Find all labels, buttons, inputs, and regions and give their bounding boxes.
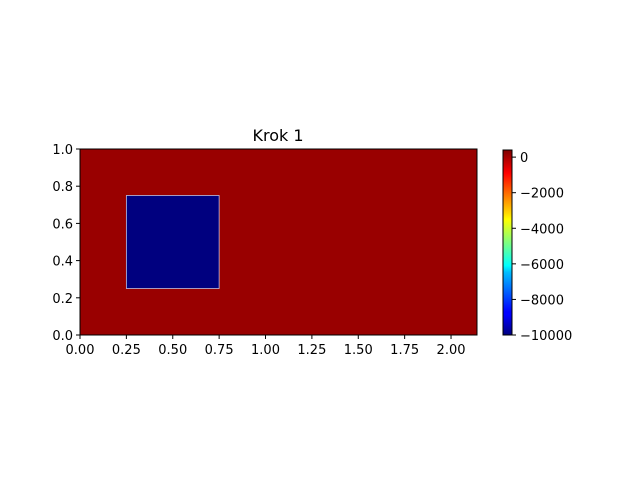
y-tick-label: 0.2 xyxy=(52,292,73,307)
y-tick-label: 0.0 xyxy=(52,329,73,344)
colorbar: 0 −2000 −4000 −6000 −8000 −10000 xyxy=(502,149,572,344)
x-tick-label: 1.50 xyxy=(344,343,373,358)
chart-title: Krok 1 xyxy=(252,126,303,145)
colorbar-tick-label: 0 xyxy=(520,151,528,166)
y-axis: 0.0 0.2 0.4 0.6 0.8 1.0 xyxy=(52,143,80,344)
y-tick-label: 0.6 xyxy=(52,217,73,232)
x-tick-label: 0.75 xyxy=(205,343,234,358)
y-tick-label: 0.8 xyxy=(52,180,73,195)
colorbar-tick-label: −10000 xyxy=(520,329,572,344)
x-tick-label: 0.25 xyxy=(112,343,141,358)
y-tick-label: 1.0 xyxy=(52,143,73,158)
y-tick-label: 0.4 xyxy=(52,255,73,270)
colorbar-gradient xyxy=(503,150,512,335)
x-tick-label: 2.00 xyxy=(437,343,466,358)
x-tick-label: 0.50 xyxy=(158,343,187,358)
x-tick-label: 1.75 xyxy=(390,343,419,358)
colorbar-tick-label: −2000 xyxy=(520,187,564,202)
x-tick-label: 1.00 xyxy=(251,343,280,358)
colorbar-tick-label: −8000 xyxy=(520,293,564,308)
colorbar-frame xyxy=(502,149,513,336)
colorbar-tick-label: −4000 xyxy=(520,222,564,237)
x-tick-label: 0.00 xyxy=(66,343,95,358)
plot-area xyxy=(79,148,478,336)
heatmap-region-0 xyxy=(125,195,220,289)
plot-frame xyxy=(79,148,478,336)
x-axis: 0.00 0.25 0.50 0.75 1.00 1.25 1.50 1.75 2.00 xyxy=(66,335,466,358)
colorbar-tick-label: −6000 xyxy=(520,258,564,273)
x-tick-label: 1.25 xyxy=(297,343,326,358)
